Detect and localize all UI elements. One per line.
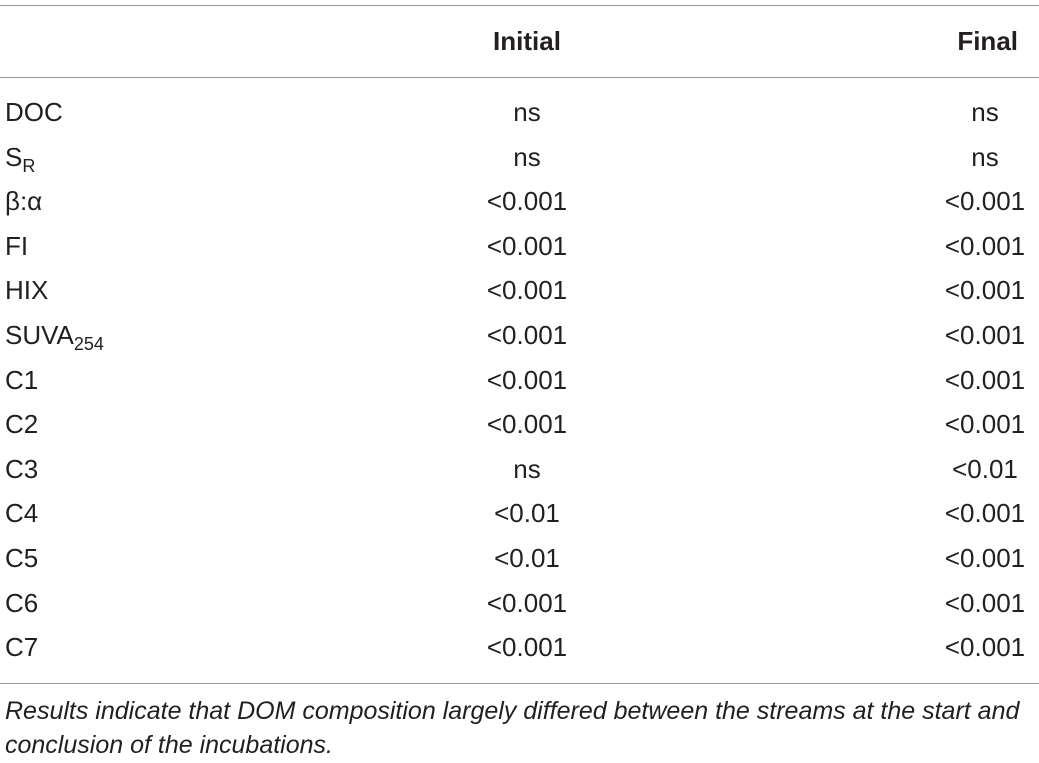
label-text: FI	[5, 230, 29, 261]
header-final: Final	[957, 26, 1018, 56]
row-label: β:α	[5, 186, 42, 216]
row-label: C3	[5, 454, 38, 484]
label-text: β:α	[5, 186, 43, 217]
row-label: HIX	[5, 275, 48, 305]
header-initial: Initial	[493, 26, 561, 56]
label-text: C1	[5, 364, 39, 395]
top-rule	[0, 5, 1039, 6]
row-label: C5	[5, 543, 38, 573]
initial-value: <0.001	[486, 587, 568, 618]
initial-value: <0.01	[494, 543, 560, 573]
label-subscript: R	[22, 155, 36, 176]
final-value: <0.001	[944, 543, 1026, 573]
final-value: <0.001	[944, 587, 1026, 618]
label-text: S	[5, 141, 23, 172]
initial-value: <0.001	[486, 632, 568, 663]
initial-value: <0.001	[486, 275, 568, 306]
row-label: FI	[5, 231, 28, 261]
label-text: C3	[5, 453, 39, 484]
final-value: <0.001	[944, 498, 1026, 529]
initial-value: <0.01	[494, 498, 560, 529]
initial-value: ns	[513, 97, 541, 127]
initial-value: <0.001	[486, 230, 568, 261]
final-value: <0.001	[944, 230, 1026, 261]
final-value: ns	[971, 97, 999, 127]
initial-value: ns	[513, 141, 541, 172]
final-value: ns	[971, 141, 999, 172]
final-value: <0.001	[944, 364, 1026, 395]
row-label: C1	[5, 365, 38, 395]
row-label: C4	[5, 498, 38, 528]
final-value: <0.001	[944, 186, 1026, 217]
label-text: C2	[5, 409, 39, 440]
initial-value: <0.001	[486, 364, 568, 395]
label-text: HIX	[5, 275, 49, 306]
label-subscript: 254	[73, 334, 104, 354]
final-value: <0.001	[944, 632, 1026, 663]
row-label: C7	[5, 632, 38, 662]
label-text: C6	[5, 587, 39, 618]
row-label: DOC	[5, 97, 63, 127]
label-text: C5	[5, 543, 39, 573]
final-value: <0.01	[952, 453, 1018, 484]
initial-value: ns	[513, 453, 541, 484]
row-label: SR	[5, 141, 35, 175]
label-text: C7	[5, 632, 39, 663]
final-value: <0.001	[944, 320, 1026, 350]
final-value: <0.001	[944, 275, 1026, 306]
initial-value: <0.001	[486, 186, 568, 217]
label-text: DOC	[5, 97, 63, 127]
initial-value: <0.001	[486, 320, 568, 350]
bottom-rule	[0, 683, 1039, 684]
row-label: C6	[5, 588, 38, 618]
label-text: SUVA	[5, 320, 74, 350]
row-label: C2	[5, 409, 38, 439]
initial-value: <0.001	[486, 409, 568, 440]
table-note: Results indicate that DOM composition la…	[5, 697, 1020, 759]
header-rule	[0, 77, 1039, 78]
final-value: <0.001	[944, 409, 1026, 440]
label-text: C4	[5, 498, 39, 529]
row-label: SUVA254	[5, 320, 104, 353]
